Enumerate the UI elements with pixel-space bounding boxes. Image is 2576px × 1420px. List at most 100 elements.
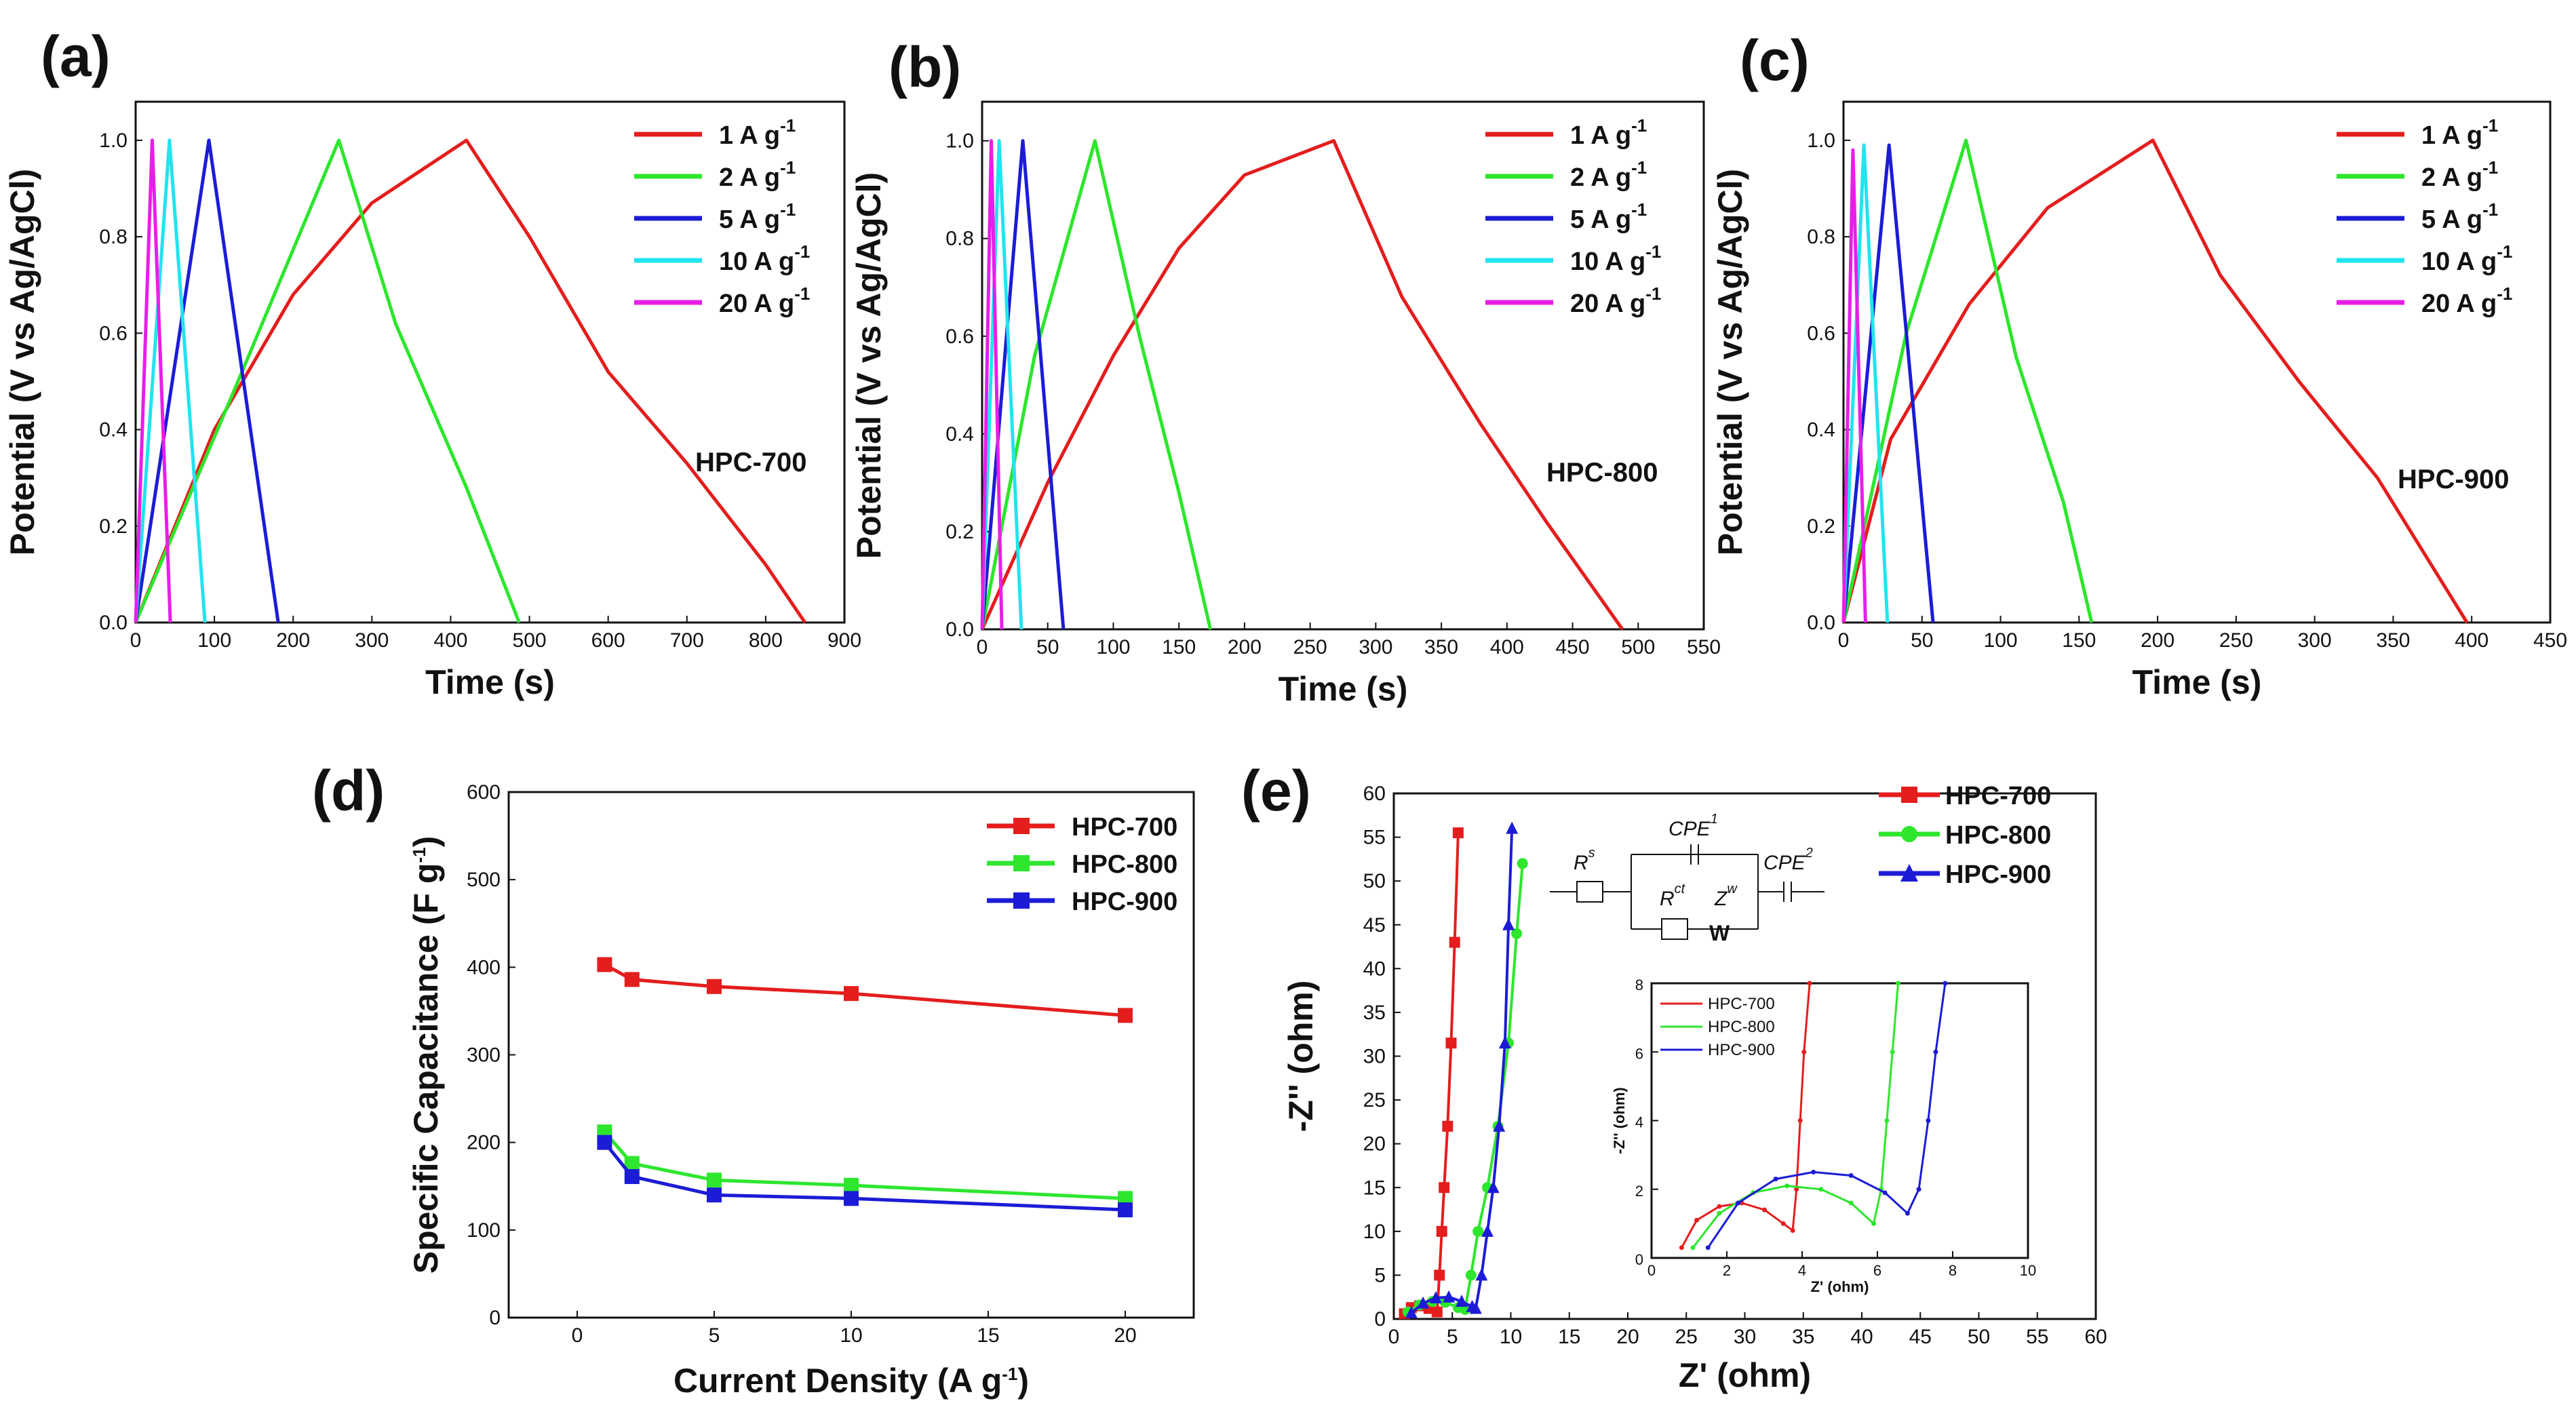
x-axis-label: Time (s) [425, 663, 555, 701]
circuit-label-cpe2: CPE2 [1763, 846, 1813, 874]
x-axis-label: Time (s) [2132, 663, 2262, 701]
data-point-HPC-900 [1498, 1036, 1511, 1049]
x-tick-label: 900 [827, 629, 861, 652]
x-tick-label: 400 [433, 629, 467, 652]
x-tick-label: 0 [977, 636, 988, 658]
y-tick-label: 0.6 [1807, 322, 1835, 344]
x-tick-label: 5 [1447, 1326, 1458, 1348]
x-axis-label: Time (s) [1279, 670, 1408, 708]
inset-data-point [1694, 1217, 1700, 1223]
x-tick-label: 0 [130, 629, 142, 652]
legend-label: 5 A g-1 [719, 199, 796, 234]
panel-label: (c) [1740, 28, 1810, 92]
legend-label: HPC-800 [1072, 850, 1177, 879]
inset-data-point [1811, 1169, 1816, 1175]
x-tick-label: 15 [977, 1324, 999, 1347]
y-tick-label: 600 [467, 781, 501, 804]
x-tick-label: 250 [1293, 636, 1327, 658]
y-tick-label: 0.0 [1807, 612, 1835, 634]
x-tick-label: 40 [1850, 1326, 1873, 1348]
series-line-1-A-g-1 [980, 139, 1624, 631]
data-point-HPC-800 [1511, 928, 1523, 939]
x-tick-label: 300 [2298, 629, 2332, 652]
data-point-HPC-900 [707, 1187, 722, 1203]
data-point-HPC-800 [1465, 1269, 1477, 1281]
y-tick-label: 0.6 [945, 326, 974, 348]
plot-frame [981, 100, 1705, 631]
x-axis-label: Z' (ohm) [1679, 1356, 1811, 1394]
inset-data-point [1926, 1118, 1931, 1123]
x-tick-label: 4 [1798, 1262, 1806, 1279]
x-tick-label: 15 [1558, 1326, 1580, 1348]
series-line-20-A-g-1 [980, 139, 1004, 630]
x-tick-label: 200 [276, 629, 310, 652]
data-point-HPC-700 [1436, 1225, 1447, 1237]
y-tick-label: 45 [1363, 914, 1386, 936]
inset-legend-label: HPC-800 [1708, 1018, 1775, 1036]
y-tick-label: 0.2 [99, 515, 128, 538]
x-tick-label: 550 [1687, 636, 1721, 658]
x-tick-label: 400 [2455, 629, 2489, 652]
legend-marker [1013, 855, 1030, 871]
y-tick-label: 4 [1635, 1114, 1643, 1131]
inset-plot: 0 2 4 6 8 10 0 2 4 6 8 Z' (ohm) -Z'' (ohm) HPC-700 HPC… [1611, 977, 2036, 1295]
x-tick-label: 300 [355, 629, 389, 652]
plot-frame [134, 100, 846, 624]
y-tick-label: 0.8 [945, 228, 974, 250]
y-tick-label: 8 [1635, 977, 1643, 993]
panel-label: (d) [312, 759, 385, 823]
x-tick-label: 150 [2062, 629, 2096, 652]
data-point-HPC-700 [1442, 1120, 1453, 1132]
panel-b: (b) 0 50 100 150 200 250 300 350 400 450 500 550 0.0 0… [850, 35, 1721, 708]
series-line-10-A-g-1 [980, 139, 1023, 630]
y-tick-label: 10 [1363, 1221, 1386, 1243]
sample-label: HPC-800 [1546, 458, 1658, 488]
y-tick-label: 0.2 [945, 521, 974, 543]
legend-label: 5 A g-1 [1570, 199, 1647, 234]
series-line-2-A-g-1 [134, 138, 521, 623]
y-tick-label: 25 [1363, 1089, 1386, 1111]
x-tick-label: 0 [1838, 629, 1850, 652]
inset-data-point [1848, 1200, 1854, 1206]
x-tick-label: 2 [1723, 1262, 1731, 1279]
x-tick-label: 10 [2020, 1262, 2036, 1279]
circuit-label-w: W [1709, 921, 1730, 945]
inset-data-point [1705, 1245, 1711, 1250]
circuit-label-rs: Rs [1574, 846, 1595, 874]
series-line-5-A-g-1 [980, 139, 1066, 630]
data-point-HPC-900 [1405, 1305, 1418, 1318]
legend-label: HPC-900 [1072, 888, 1177, 916]
x-tick-label: 0 [572, 1324, 583, 1347]
y-tick-label: 300 [467, 1044, 501, 1067]
data-point-HPC-900 [1456, 1295, 1468, 1307]
panel-label: (e) [1241, 759, 1311, 823]
data-point-HPC-900 [1502, 918, 1515, 930]
inset-data-point [1679, 1245, 1684, 1250]
series-line-HPC-900 [603, 1141, 1126, 1212]
x-tick-label: 350 [2376, 629, 2410, 652]
y-tick-label: 200 [467, 1132, 501, 1154]
x-tick-label: 400 [1490, 636, 1524, 658]
legend-label: 10 A g-1 [719, 241, 810, 276]
series-line-2-A-g-1 [980, 139, 1213, 630]
resistor-rct [1661, 918, 1688, 940]
legend-label: 20 A g-1 [2421, 283, 2512, 318]
x-tick-label: 60 [2084, 1326, 2107, 1348]
inset-data-point [1797, 1118, 1803, 1123]
circuit-label-rct: Rct [1660, 882, 1686, 910]
inset-data-point [1780, 1221, 1786, 1226]
legend-marker [1901, 826, 1917, 842]
x-tick-label: 55 [2026, 1326, 2048, 1348]
inset-data-point [1717, 1210, 1722, 1216]
data-point-HPC-800 [1472, 1225, 1484, 1237]
y-tick-label: 400 [467, 956, 501, 979]
inset-data-point [1882, 1190, 1888, 1196]
panel-e: (e)0 5 10 15 20 25 30 35 40 45 50 55 600510152025303… [1241, 759, 2107, 1394]
x-tick-label: 350 [1424, 636, 1458, 658]
series-line-2-A-g-1 [1841, 138, 2094, 623]
resistor-rs [1576, 881, 1603, 903]
x-tick-label: 0 [1388, 1326, 1400, 1348]
plot-frame [1842, 100, 2552, 624]
x-tick-label: 200 [2141, 629, 2174, 652]
inset-data-point [1736, 1200, 1741, 1206]
